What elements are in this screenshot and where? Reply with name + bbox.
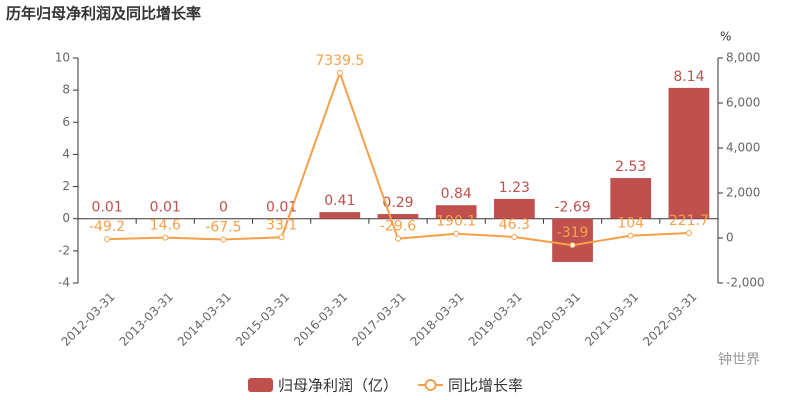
watermark: 钟世界 [718,351,760,368]
line-value-label: -67.5 [205,220,241,236]
line-point [395,235,401,242]
bar [377,214,419,219]
line-point [627,232,634,239]
y-tick-label: 6 [62,115,70,129]
line-value-label: 221.7 [669,213,709,229]
line-point [220,236,227,243]
y2-tick-label: -2,000 [726,276,765,290]
x-tick-label: 2016-03-31 [291,290,350,349]
y-tick-label: -2 [58,243,70,257]
x-tick-label: 2013-03-31 [117,290,176,349]
y-tick-label: 0 [62,211,70,225]
bar [435,205,477,219]
line-point [453,230,460,237]
x-tick-label: 2022-03-31 [640,290,699,349]
bar-value-label: 8.14 [673,69,704,85]
bar-value-label: 2.53 [615,159,646,175]
bar [610,178,652,219]
line-point [569,242,576,249]
y2-tick-label: 8,000 [726,51,760,65]
line-value-label: 33.1 [266,217,297,233]
bar [552,218,593,262]
bar-value-label: 0.01 [150,200,181,216]
y2-tick-label: 4,000 [726,141,760,155]
x-tick-label: 2012-03-31 [58,290,117,349]
y-tick-label: 2 [62,179,70,193]
y2-unit: % [720,30,731,44]
legend-swatch [248,378,273,392]
bar-value-label: 0.01 [92,200,123,216]
line-value-label: 104 [617,216,644,232]
line-value-label: 14.6 [150,218,181,234]
legend-swatch [424,379,437,391]
bar-value-label: -2.69 [554,200,590,216]
bar-value-label: 0.41 [324,193,355,209]
bar-value-label: 0.01 [266,200,297,216]
x-tick-label: 2017-03-31 [349,290,408,349]
x-tick-label: 2014-03-31 [175,290,234,349]
y-tick-label: 10 [55,51,70,65]
line-value-label: 190.1 [436,214,476,230]
x-tick-label: 2019-03-31 [466,290,525,349]
line-value-label: 7339.5 [315,53,364,69]
legend-label: 同比增长率 [448,377,523,395]
legend-label: 归母净利润（亿） [278,377,398,395]
line-point [336,69,343,76]
bar [494,198,535,219]
line-point [685,230,692,237]
x-tick-label: 2020-03-31 [524,290,583,349]
bar [668,87,710,219]
line-point [278,234,285,241]
line-value-label: -49.2 [89,219,125,235]
line-point [511,233,518,240]
line-point [104,236,111,243]
y-tick-label: -4 [58,276,70,290]
y-tick-label: 4 [62,147,70,161]
x-tick-label: 2018-03-31 [408,290,467,349]
x-tick-label: 2015-03-31 [233,290,292,349]
bar-value-label: 0.29 [382,195,413,211]
y2-tick-label: 6,000 [726,96,760,110]
y2-tick-label: 0 [726,231,734,245]
line-value-label: -319 [557,225,589,241]
x-tick-label: 2021-03-31 [582,290,641,349]
bar-value-label: 1.23 [499,180,530,196]
bar [319,212,361,219]
line-point [162,234,169,241]
y-tick-label: 8 [62,83,70,97]
bar-value-label: 0.84 [441,186,472,202]
line-value-label: -29.6 [380,219,416,235]
bar-value-label: 0 [219,200,228,216]
line-value-label: 46.3 [499,217,530,233]
y2-tick-label: 2,000 [726,186,760,200]
chart-title: 历年归母净利润及同比增长率 [6,5,201,23]
